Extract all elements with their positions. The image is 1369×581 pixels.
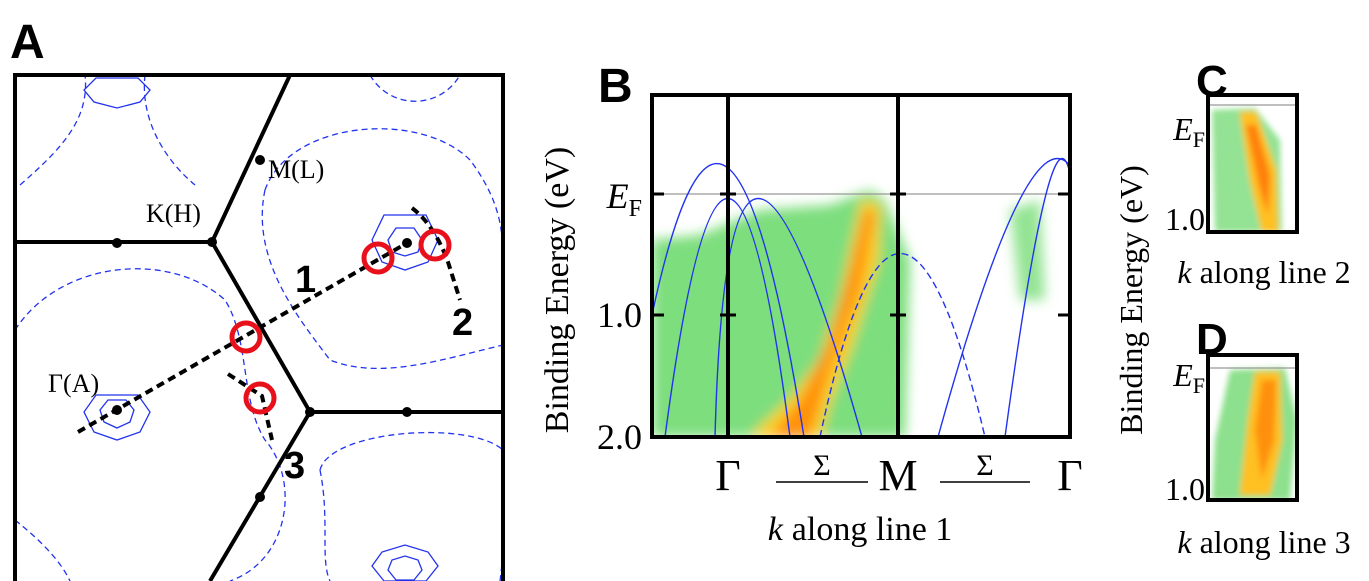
marker: [361, 241, 395, 275]
panel-a: A: [10, 16, 505, 581]
cut-line: [410, 206, 462, 301]
y-tick-label: EF: [606, 176, 642, 222]
pocket: [83, 394, 151, 441]
contour: [19, 75, 196, 186]
brillouin-zone: [15, 75, 503, 581]
pocket: [387, 227, 423, 257]
cut-line: [77, 241, 408, 434]
text-part: along line 1: [792, 511, 953, 548]
line-label: 2: [452, 302, 473, 344]
panel-c: C EF 1.0 k along line 2: [1165, 57, 1351, 290]
y-tick-label: 1.0: [597, 295, 642, 335]
panel-label: B: [598, 60, 633, 113]
frame: [13, 73, 505, 581]
panel-label: A: [10, 16, 45, 69]
x-label: Γ: [1057, 451, 1082, 500]
marker: [243, 381, 277, 415]
frame: [1206, 93, 1299, 234]
x-label: Γ: [715, 451, 740, 500]
intensity-map: [652, 95, 1070, 437]
text-part: F: [1193, 373, 1205, 398]
x-axis-label: k along line 3: [1177, 524, 1350, 560]
x-axis-label: k along line 1: [768, 511, 953, 548]
y-axis-label: Binding Energy (eV): [539, 147, 576, 433]
y-axis-label: Binding Energy (eV): [1113, 165, 1149, 435]
x-label: M: [878, 451, 917, 500]
cut-line: [226, 372, 274, 441]
pocket: [387, 555, 423, 581]
contour: [369, 75, 461, 102]
point-label: K(H): [146, 199, 201, 228]
y-tick-label: 1.0: [1165, 471, 1205, 507]
panel-b: B EF 1.0 2.0 Binding Energy (eV) Γ Σ: [539, 60, 1083, 548]
x-axis-label: k along line 2: [1177, 254, 1350, 290]
pocket: [371, 544, 439, 581]
text-part: E: [606, 176, 629, 216]
panel-d: D EF 1.0 k along line 3: [1165, 315, 1351, 560]
y-tick-label: 2.0: [597, 417, 642, 457]
text-part: F: [1193, 127, 1205, 152]
contour: [319, 431, 503, 581]
point-label: M(L): [268, 155, 324, 184]
contour: [15, 268, 286, 581]
frame: [650, 93, 1072, 439]
text-part: along line 2: [1200, 254, 1351, 290]
text-part: along line 3: [1200, 524, 1351, 560]
marker: [418, 228, 452, 262]
frame: [1206, 353, 1299, 502]
x-label: Σ: [976, 449, 993, 482]
point-label: Γ(A): [48, 369, 99, 398]
points: [112, 155, 412, 502]
line-label: 1: [295, 259, 316, 301]
band: [819, 252, 986, 437]
marker: [229, 320, 263, 354]
text-part: k: [1177, 254, 1192, 290]
text-part: E: [1172, 357, 1193, 393]
y-tick-label: 1.0: [1165, 201, 1205, 237]
pocket: [83, 77, 151, 109]
text-part: k: [1177, 524, 1192, 560]
text-part: E: [1172, 111, 1193, 147]
contour: [261, 128, 503, 370]
y-tick-label: EF: [1172, 357, 1205, 398]
y-tick-label: EF: [1172, 111, 1205, 152]
line-label: 3: [284, 445, 305, 487]
text-part: k: [768, 511, 784, 548]
panel-label: C: [1196, 57, 1228, 106]
x-label: Σ: [813, 449, 830, 482]
text-part: F: [629, 196, 642, 222]
